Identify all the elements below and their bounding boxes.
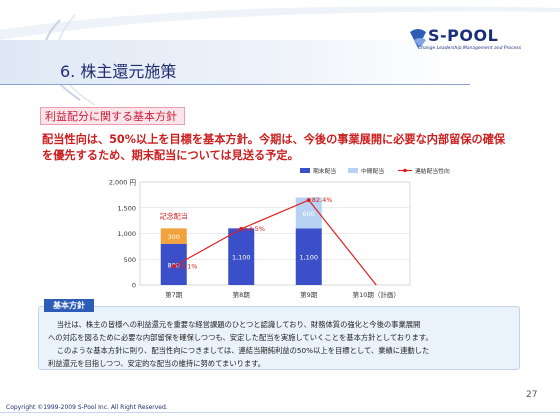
y-tick-label: 1,000 <box>117 230 136 238</box>
bar-label-interim: 600 <box>303 210 315 218</box>
basic-policy-line-3: このような基本方針に則り、配当性向につきましては、連結当期純利益の50%以上を目… <box>56 346 430 355</box>
legend-swatch-point <box>403 168 407 173</box>
title-band <box>0 40 460 84</box>
y-tick-label: 500 <box>124 256 136 264</box>
legend-swatch-final <box>300 168 310 173</box>
y-tick-label: 1,500 <box>117 204 136 212</box>
copyright: Copyright ©1999-2009 S-Pool Inc. All Rig… <box>6 404 168 411</box>
x-tick-label: 第9期 <box>300 290 318 299</box>
page-number: 27 <box>526 390 538 400</box>
basic-policy-text: 当社は、株主の皆様への利益還元を重要な経営課題のひとつと認識しており、財務体質の… <box>48 318 514 370</box>
bar-final-dividend <box>228 228 255 285</box>
title-divider <box>0 84 470 85</box>
basic-policy-box <box>38 306 520 370</box>
bar-interim-dividend <box>295 197 322 229</box>
bar-final-dividend <box>295 228 322 285</box>
payout-ratio-label: 82.4% <box>312 196 333 204</box>
x-tick-label: 第7期 <box>165 290 183 299</box>
basic-policy-line-2: への対応を図るために必要な内部留保を確保しつつも、安定した配当を実施していくこと… <box>48 333 433 342</box>
legend-label-interim: 中間配当 <box>361 167 384 175</box>
bar-label-final: 1,100 <box>299 254 318 262</box>
bar-label-special: 300 <box>168 233 180 241</box>
logo-subtitle: Change Leadership,Management and Process <box>418 46 522 51</box>
section-tag: 利益配分に関する基本方針 <box>40 107 185 125</box>
legend-label-line: 連結配当性向 <box>415 167 450 175</box>
payout-ratio-point <box>306 198 311 203</box>
logo-mark-icon <box>410 29 426 48</box>
payout-ratio-label: 54.5% <box>244 225 265 233</box>
payout-ratio-label: 18.1% <box>177 262 198 270</box>
x-tick-label: 第10期（計画） <box>353 290 400 299</box>
basic-policy-line-1: 当社は、株主の皆様への利益還元を重要な経営課題のひとつと認識しており、財務体質の… <box>56 320 421 329</box>
payout-ratio-point <box>239 226 244 231</box>
y-tick-label: 0 <box>132 282 136 290</box>
bar-label-final: 1,100 <box>232 254 251 262</box>
x-tick-label: 第8期 <box>233 290 251 299</box>
payout-ratio-line <box>173 199 377 286</box>
legend-swatch-interim <box>348 168 358 173</box>
footer-divider <box>0 412 560 413</box>
lead-text: 配当性向は、50%以上を目標を基本方針。今期は、今後の事業展開に必要な内部留保の… <box>42 133 506 162</box>
page-title: 6. 株主還元施策 <box>60 62 177 81</box>
y-tick-label: 2,000 円 <box>109 179 136 187</box>
basic-policy-tag: 基本方針 <box>44 299 94 312</box>
annotation-special-dividend: 記念配当 <box>160 211 188 220</box>
basic-policy-line-4: 利益還元を目指しつつ、安定的な配当の維持に努めてまいります。 <box>48 359 266 368</box>
logo-text: S-POOL <box>428 26 499 45</box>
bar-special-dividend <box>160 228 187 244</box>
legend-label-final: 期末配当 <box>313 167 336 175</box>
payout-ratio-point <box>171 264 176 269</box>
